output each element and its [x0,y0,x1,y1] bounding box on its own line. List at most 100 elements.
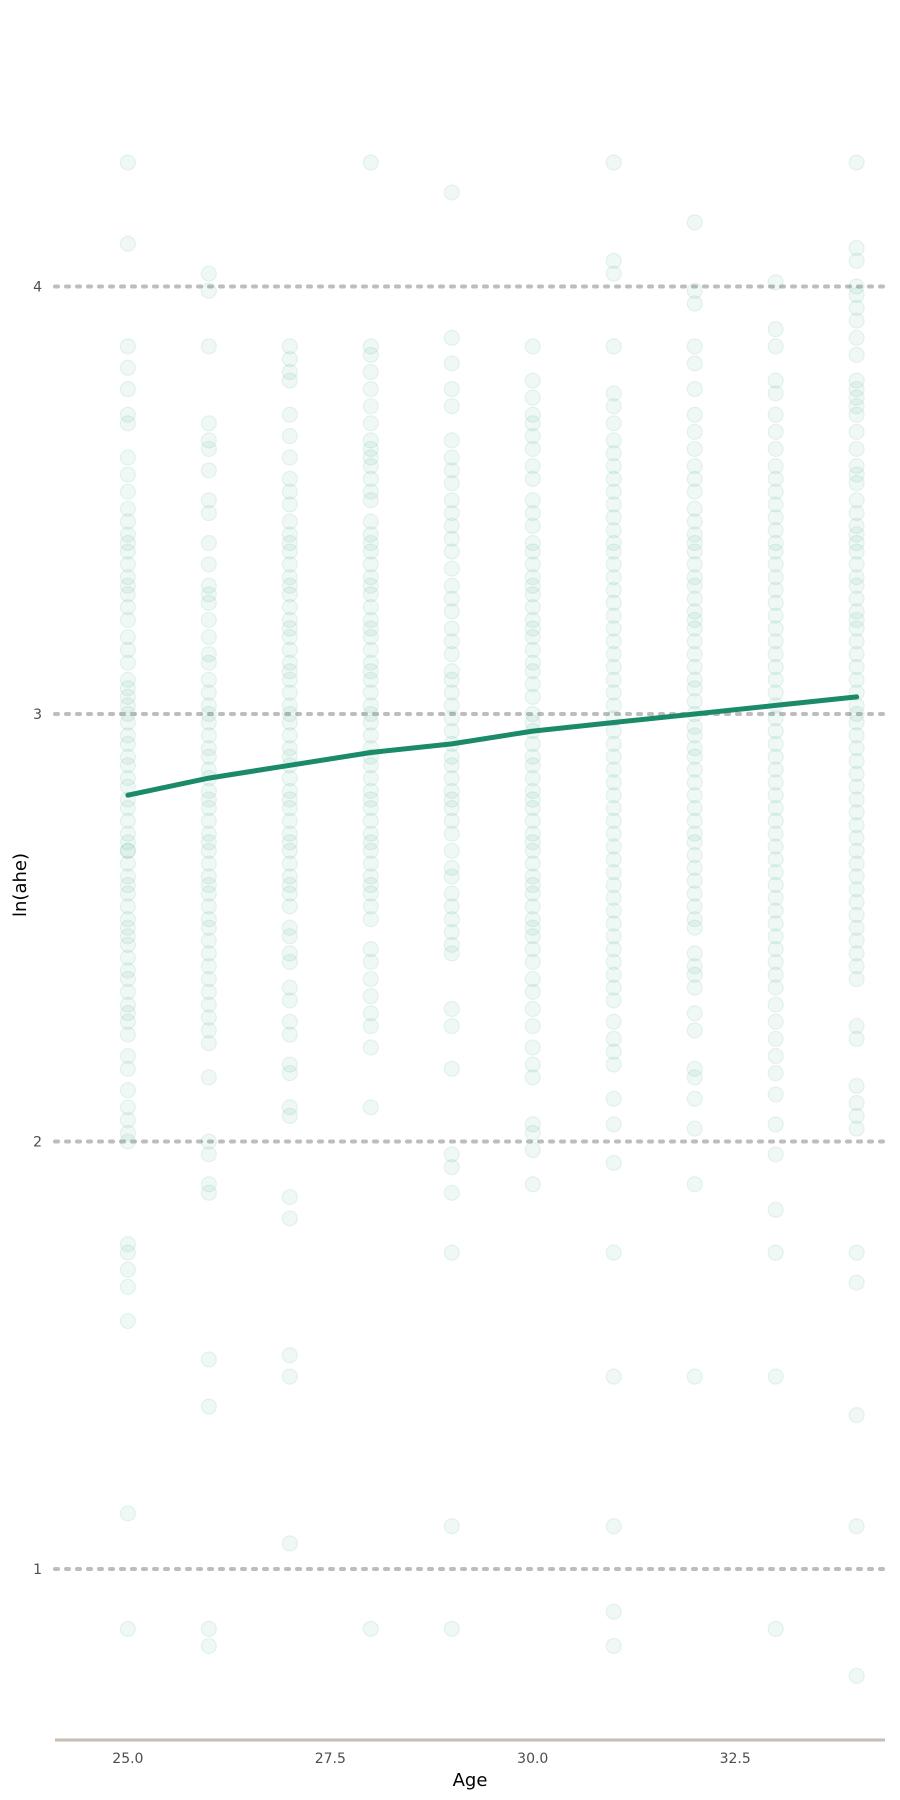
data-point [605,774,622,791]
data-point [848,381,865,398]
data-point [686,1005,703,1022]
data-point [200,1022,217,1039]
data-point [524,1039,541,1056]
y-tick-label: 3 [33,707,42,723]
data-point [362,363,379,381]
data-point [848,534,865,552]
data-point [200,705,217,723]
data-point [281,526,298,543]
data-point [119,1124,136,1142]
data-point [281,782,298,800]
data-point [524,868,541,885]
data-point [200,812,217,829]
data-point [767,889,784,906]
data-point [281,470,298,487]
data-point [767,996,784,1013]
data-point [200,945,217,962]
data-point [281,513,298,530]
data-point [200,1146,217,1163]
data-point [119,697,136,714]
data-point [281,620,298,637]
data-point [281,1347,298,1364]
data-point [362,432,379,449]
data-point [848,329,865,346]
data-point [443,184,460,201]
data-point [362,398,379,415]
data-point [605,1030,622,1048]
data-point [848,1406,865,1424]
data-point [443,1159,460,1176]
data-point [200,594,217,611]
data-point [281,727,298,744]
data-point [767,748,784,765]
data-point [362,470,379,487]
data-point [362,381,379,398]
y-tick-label: 4 [33,280,42,296]
data-point [443,633,460,650]
data-point [281,855,298,872]
data-point [686,859,703,877]
data-point [848,727,865,744]
data-point [281,799,298,817]
data-point [686,1176,703,1193]
data-point [848,778,865,795]
data-point [524,1141,541,1159]
data-point [443,770,460,787]
data-point [686,620,703,637]
data-point [200,842,217,859]
data-point [848,1030,865,1048]
data-point [524,415,541,432]
data-point [281,406,298,423]
data-point [767,953,784,971]
data-point [605,761,622,778]
data-point [281,569,298,586]
data-point [362,799,379,817]
data-point [524,470,541,487]
data-point [362,770,379,787]
data-point [200,1637,217,1655]
data-point [119,654,136,671]
data-point [767,658,784,676]
data-point [443,945,460,962]
data-point [524,663,541,680]
data-point [119,671,136,688]
data-point [362,440,379,458]
data-point [443,697,460,714]
data-point [200,1069,217,1086]
data-point [524,457,541,475]
data-point [119,842,136,859]
data-point [524,611,541,629]
data-point [119,936,136,953]
data-point [605,620,622,637]
data-point [362,654,379,671]
data-point [686,500,703,517]
data-point [362,727,379,744]
data-point [524,983,541,1000]
data-point [524,372,541,389]
data-point [281,697,298,714]
data-point [848,804,865,821]
data-point [200,1035,217,1052]
data-point [605,1244,622,1261]
data-point [686,846,703,864]
data-point [443,868,460,885]
data-point [686,748,703,765]
data-point [119,586,136,603]
data-point [686,1120,703,1137]
data-point [200,1620,217,1637]
data-point [362,513,379,530]
data-point [605,154,622,171]
data-point [605,496,622,513]
data-point [848,517,865,535]
data-point [200,1133,217,1150]
data-point [767,385,784,402]
data-point [362,543,379,560]
data-point [686,693,703,710]
data-point [767,979,784,996]
data-point [362,885,379,902]
data-point [443,684,460,701]
data-point [848,855,865,872]
data-point [443,1244,460,1261]
data-point [605,445,622,462]
data-point [119,1060,136,1077]
